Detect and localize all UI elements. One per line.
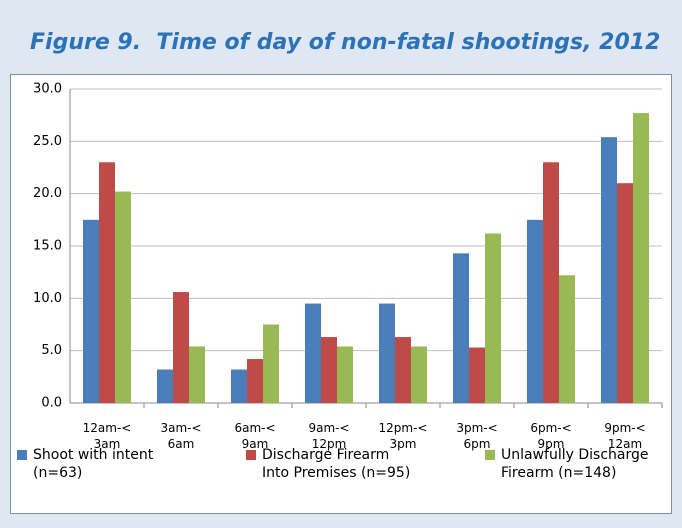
legend-swatch bbox=[485, 450, 495, 460]
bar bbox=[395, 337, 411, 403]
legend-label: Discharge Firearm Into Premises (n=95) bbox=[262, 447, 411, 481]
x-tick-label: 12am-< 3am bbox=[82, 421, 132, 451]
bar bbox=[617, 183, 633, 403]
bar bbox=[247, 359, 263, 403]
bar bbox=[601, 137, 617, 403]
y-tick-label: 30.0 bbox=[33, 82, 62, 97]
legend-swatch bbox=[17, 450, 27, 460]
bar bbox=[231, 369, 247, 403]
x-tick-label: 3pm-< 6pm bbox=[456, 421, 498, 451]
bar bbox=[157, 369, 173, 403]
legend-item: Unlawfully Discharge Firearm (n=148) bbox=[485, 446, 681, 482]
x-tick-label: 6pm-< 9pm bbox=[530, 421, 572, 451]
legend-swatch bbox=[246, 450, 256, 460]
x-tick-label: 6am-< 9am bbox=[234, 421, 276, 451]
bar bbox=[379, 303, 395, 403]
bar bbox=[115, 191, 131, 403]
legend-label: Unlawfully Discharge Firearm (n=148) bbox=[501, 447, 649, 481]
legend-label: Shoot with intent (n=63) bbox=[33, 447, 154, 481]
bar bbox=[173, 292, 189, 403]
bar bbox=[189, 346, 205, 403]
bar bbox=[527, 219, 543, 403]
bar bbox=[321, 337, 337, 403]
bar bbox=[469, 347, 485, 403]
bar bbox=[411, 346, 427, 403]
y-tick-label: 15.0 bbox=[33, 239, 62, 254]
bar bbox=[453, 253, 469, 403]
legend-item: Discharge Firearm Into Premises (n=95) bbox=[246, 446, 412, 482]
bar bbox=[485, 233, 501, 403]
bar bbox=[633, 113, 649, 403]
x-tick-label: 12pm-< 3pm bbox=[378, 421, 428, 451]
y-tick-label: 25.0 bbox=[33, 134, 62, 149]
x-tick-label: 9am-< 12pm bbox=[308, 421, 350, 451]
chart-title: Figure 9. Time of day of non-fatal shoot… bbox=[30, 30, 661, 55]
bar bbox=[99, 162, 115, 403]
bar bbox=[263, 324, 279, 403]
legend-item: Shoot with intent (n=63) bbox=[17, 446, 173, 482]
bar bbox=[543, 162, 559, 403]
bar bbox=[559, 275, 575, 403]
y-tick-label: 10.0 bbox=[33, 291, 62, 306]
bar bbox=[337, 346, 353, 403]
bar bbox=[305, 303, 321, 403]
y-tick-label: 5.0 bbox=[41, 343, 62, 358]
y-tick-label: 20.0 bbox=[33, 186, 62, 201]
x-tick-label: 9pm-< 12am bbox=[604, 421, 646, 451]
bar bbox=[83, 219, 99, 403]
y-tick-label: 0.0 bbox=[41, 396, 62, 411]
x-tick-label: 3am-< 6am bbox=[160, 421, 202, 451]
